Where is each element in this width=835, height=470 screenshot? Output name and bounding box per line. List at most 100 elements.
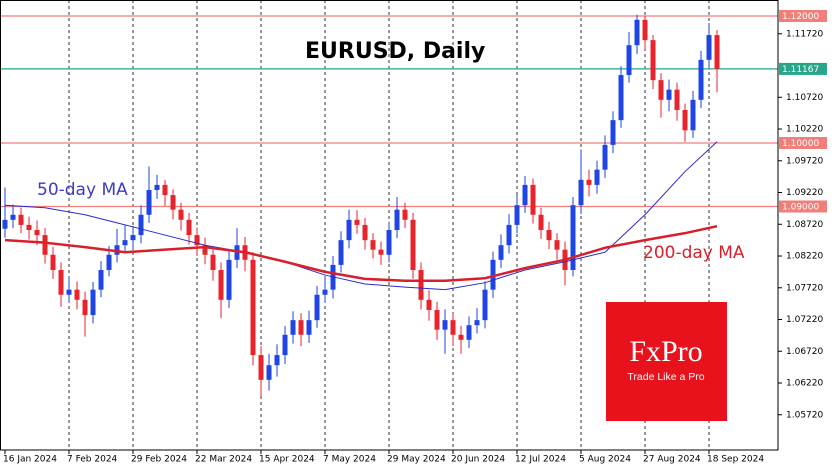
candle-body: [258, 355, 264, 380]
candle-body: [538, 214, 544, 230]
candle-body: [2, 219, 8, 229]
candle-body: [410, 219, 416, 270]
y-tick-label: 1.08220: [786, 252, 823, 262]
candle-body: [554, 240, 560, 250]
y-tick-label: 1.09720: [786, 156, 823, 166]
y-tick-label: 1.06220: [786, 379, 823, 389]
candle-body: [650, 40, 656, 81]
x-tick-label: 7 May 2024: [323, 455, 376, 465]
candle-body: [666, 89, 672, 100]
candle-body: [418, 269, 424, 300]
level-label: 1.12000: [782, 12, 819, 22]
y-tick-label: 1.07220: [786, 315, 823, 325]
level-label: 1.10000: [782, 139, 819, 149]
ma-line: [4, 224, 718, 283]
candle-body: [146, 189, 152, 215]
candle-body: [178, 209, 184, 220]
candle-body: [426, 299, 432, 310]
x-tick-label: 16 Jan 2024: [3, 455, 57, 465]
candle-body: [546, 229, 552, 241]
candle-body: [138, 214, 144, 236]
candle-body: [298, 320, 304, 335]
candle-body: [306, 320, 312, 335]
candle-body: [578, 179, 584, 206]
candle-body: [82, 299, 88, 316]
candle-body: [626, 45, 632, 76]
level-label-box: [779, 10, 827, 23]
candle-body: [522, 184, 528, 206]
candle-body: [706, 35, 712, 60]
candle-body: [210, 254, 216, 270]
candle-body: [90, 289, 96, 316]
candle-body: [474, 320, 480, 326]
candle-body: [266, 365, 272, 380]
y-tick-label: 1.05720: [786, 410, 823, 420]
candle-body: [610, 120, 616, 145]
x-tick-label: 15 Apr 2024: [259, 455, 315, 465]
candle-body: [322, 289, 328, 295]
candle-body: [394, 209, 400, 230]
x-tick-label: 20 Jun 2024: [451, 455, 505, 465]
ma-label: 50-day MA: [37, 180, 128, 200]
candle-body: [10, 214, 16, 220]
logo-subtitle: Trade Like a Pro: [627, 371, 704, 383]
ma-label: 200-day MA: [643, 243, 745, 263]
candle-body: [450, 320, 456, 335]
level-label-box: [779, 62, 827, 75]
candle-body: [570, 205, 576, 270]
candle-body: [130, 235, 136, 241]
candle-body: [314, 294, 320, 321]
candle-body: [466, 325, 472, 340]
candle-body: [234, 245, 240, 260]
candle-body: [226, 259, 232, 300]
candle-body: [154, 184, 160, 190]
level-label: 1.09000: [782, 202, 819, 212]
candle-body: [106, 254, 112, 270]
candle-body: [362, 224, 368, 241]
candle-body: [122, 240, 128, 246]
candle-body: [26, 224, 32, 230]
candle-body: [162, 184, 168, 196]
plot-frame: [0, 0, 779, 451]
y-tick-label: 1.07720: [786, 283, 823, 293]
level-label-box: [779, 200, 827, 213]
x-tick-label: 27 Aug 2024: [643, 455, 701, 465]
candle-body: [58, 269, 64, 295]
candle-body: [506, 224, 512, 246]
ma-line: [4, 141, 718, 291]
x-tick-label: 29 May 2024: [387, 455, 446, 465]
candle-body: [634, 19, 640, 46]
x-tick-label: 18 Sep 2024: [707, 455, 764, 465]
candle-body: [586, 179, 592, 185]
candle-body: [682, 109, 688, 131]
candle-body: [338, 240, 344, 265]
candle-body: [434, 309, 440, 330]
candle-body: [98, 269, 104, 290]
candle-body: [250, 259, 256, 356]
candle-body: [458, 334, 464, 340]
chart-title: EURUSD, Daily: [305, 39, 485, 64]
candle-body: [402, 209, 408, 220]
y-tick-label: 1.10720: [786, 93, 823, 103]
candle-body: [170, 195, 176, 210]
x-tick-label: 22 Mar 2024: [195, 455, 252, 465]
candle-body: [282, 334, 288, 356]
candle-body: [202, 245, 208, 255]
candle-body: [274, 355, 280, 366]
logo-box: [606, 302, 727, 421]
candle-body: [658, 80, 664, 100]
y-tick-label: 1.08720: [786, 220, 823, 230]
candle-body: [218, 269, 224, 300]
candle-body: [698, 59, 704, 100]
candle-body: [442, 320, 448, 330]
candle-body: [378, 249, 384, 255]
candle-body: [594, 169, 600, 185]
candle-body: [74, 289, 80, 300]
candle-body: [346, 219, 352, 241]
x-tick-label: 12 Jul 2024: [515, 455, 566, 465]
x-tick-label: 29 Feb 2024: [131, 455, 187, 465]
candle-body: [674, 89, 680, 110]
logo-title: FxPro: [629, 335, 702, 368]
candle-body: [690, 99, 696, 131]
level-label-box: [779, 136, 827, 149]
